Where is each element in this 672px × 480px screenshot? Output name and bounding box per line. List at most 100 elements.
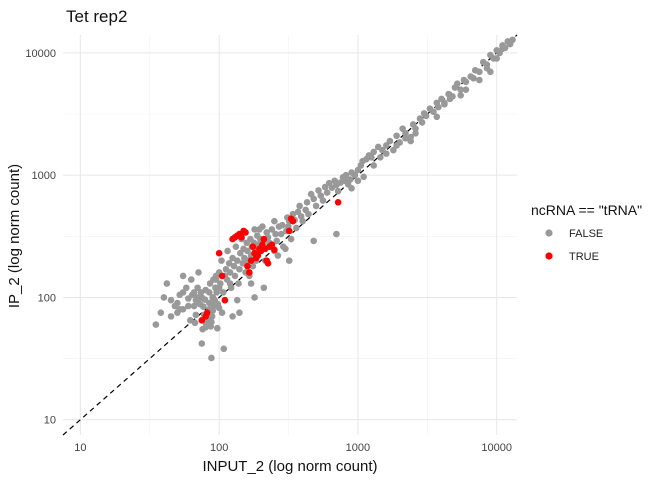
point-true	[244, 262, 251, 270]
point-false	[435, 103, 442, 111]
point-false	[457, 86, 464, 93]
point-false	[218, 257, 225, 264]
point-false	[277, 230, 285, 238]
point-false	[282, 245, 289, 253]
point-false	[312, 202, 320, 210]
legend-label-true: TRUE	[569, 251, 599, 263]
point-false	[285, 257, 293, 264]
point-false	[470, 74, 477, 82]
point-false	[457, 91, 464, 99]
point-false	[236, 265, 243, 273]
point-false	[251, 226, 258, 233]
point-false	[499, 45, 506, 53]
point-false	[179, 272, 187, 280]
point-false	[152, 321, 160, 328]
point-false	[412, 125, 419, 132]
point-false	[260, 284, 268, 292]
point-false	[212, 276, 220, 283]
point-false	[218, 309, 226, 317]
point-false	[208, 313, 216, 320]
point-false	[433, 113, 441, 121]
point-false	[224, 247, 231, 255]
legend-key-false	[545, 229, 553, 237]
point-false	[176, 291, 184, 299]
point-false	[296, 202, 303, 210]
point-false	[287, 235, 295, 243]
point-false	[167, 296, 175, 304]
point-false	[303, 198, 311, 206]
point-false	[310, 237, 317, 245]
point-false	[278, 221, 286, 229]
point-false	[198, 294, 206, 301]
point-false	[476, 76, 483, 84]
point-false	[454, 80, 461, 87]
x-tick-label: 1000	[346, 442, 370, 454]
point-false	[174, 309, 181, 317]
point-false	[430, 108, 437, 116]
y-tick-label: 10	[44, 415, 56, 427]
point-false	[219, 289, 227, 296]
point-true	[249, 243, 257, 250]
point-false	[393, 142, 400, 149]
point-false	[268, 226, 276, 233]
point-false	[382, 150, 390, 157]
point-false	[393, 132, 400, 140]
chart-title: Tet rep2	[66, 7, 127, 26]
point-false	[202, 286, 209, 294]
point-false	[191, 319, 199, 327]
point-true	[285, 227, 293, 235]
y-tick-label: 1000	[32, 170, 56, 182]
point-false	[244, 247, 251, 255]
point-false	[449, 93, 456, 100]
point-true	[247, 257, 255, 264]
point-false	[230, 262, 238, 270]
point-false	[187, 276, 195, 283]
point-false	[259, 223, 266, 230]
point-false	[249, 262, 257, 270]
point-true	[268, 241, 276, 248]
point-false	[185, 302, 192, 310]
y-axis-title: IP_2 (log norm count)	[6, 164, 23, 308]
point-true	[203, 309, 211, 317]
point-false	[342, 171, 350, 179]
point-false	[192, 311, 200, 319]
point-false	[171, 302, 179, 310]
point-false	[310, 195, 317, 203]
legend-key-true	[545, 252, 553, 260]
point-false	[370, 162, 378, 169]
point-false	[462, 86, 470, 93]
point-false	[233, 296, 241, 304]
point-false	[163, 280, 171, 287]
point-false	[206, 299, 213, 307]
x-tick-label: 100	[210, 442, 228, 454]
point-false	[271, 217, 278, 225]
data-points	[152, 36, 516, 362]
x-axis-title: INPUT_2 (log norm count)	[202, 458, 377, 475]
point-false	[390, 146, 397, 154]
point-false	[273, 237, 281, 245]
point-true	[260, 235, 268, 243]
point-false	[418, 119, 426, 126]
point-false	[323, 189, 331, 196]
point-false	[190, 289, 198, 296]
point-false	[220, 345, 228, 353]
point-false	[194, 284, 201, 292]
point-false	[319, 197, 327, 204]
point-false	[208, 354, 215, 362]
x-tick-label: 10000	[481, 442, 512, 454]
point-false	[215, 304, 223, 312]
point-false	[483, 64, 491, 72]
point-false	[462, 78, 470, 86]
point-false	[346, 176, 354, 183]
point-false	[225, 260, 233, 267]
point-false	[305, 210, 312, 218]
point-false	[231, 272, 239, 280]
point-false	[368, 153, 375, 161]
point-true	[334, 198, 342, 206]
point-false	[274, 252, 282, 259]
x-tick-label: 10	[74, 442, 86, 454]
point-false	[351, 171, 359, 179]
point-false	[370, 148, 378, 156]
y-tick-label: 10000	[25, 48, 56, 60]
